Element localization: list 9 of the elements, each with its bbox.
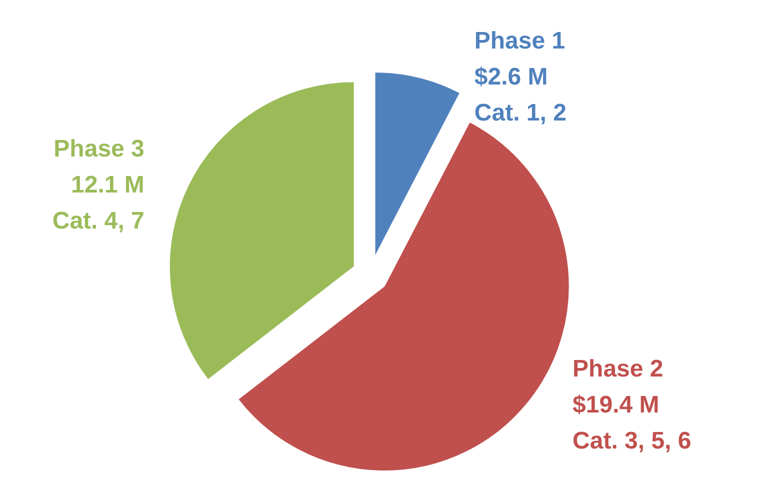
data-label: $19.4 M	[572, 391, 660, 418]
data-label: $2.6 M	[474, 63, 548, 90]
slice-label: Phase 1	[474, 27, 566, 54]
text: Cat. 3, 5, 6	[572, 427, 692, 454]
text: Cat. 4, 7	[52, 207, 144, 234]
text: Cat. 1, 2	[474, 99, 566, 126]
data-label: 12.1 M	[71, 171, 144, 198]
slice-label: Phase 2	[572, 355, 664, 382]
slice-label: Phase 3	[54, 135, 144, 162]
